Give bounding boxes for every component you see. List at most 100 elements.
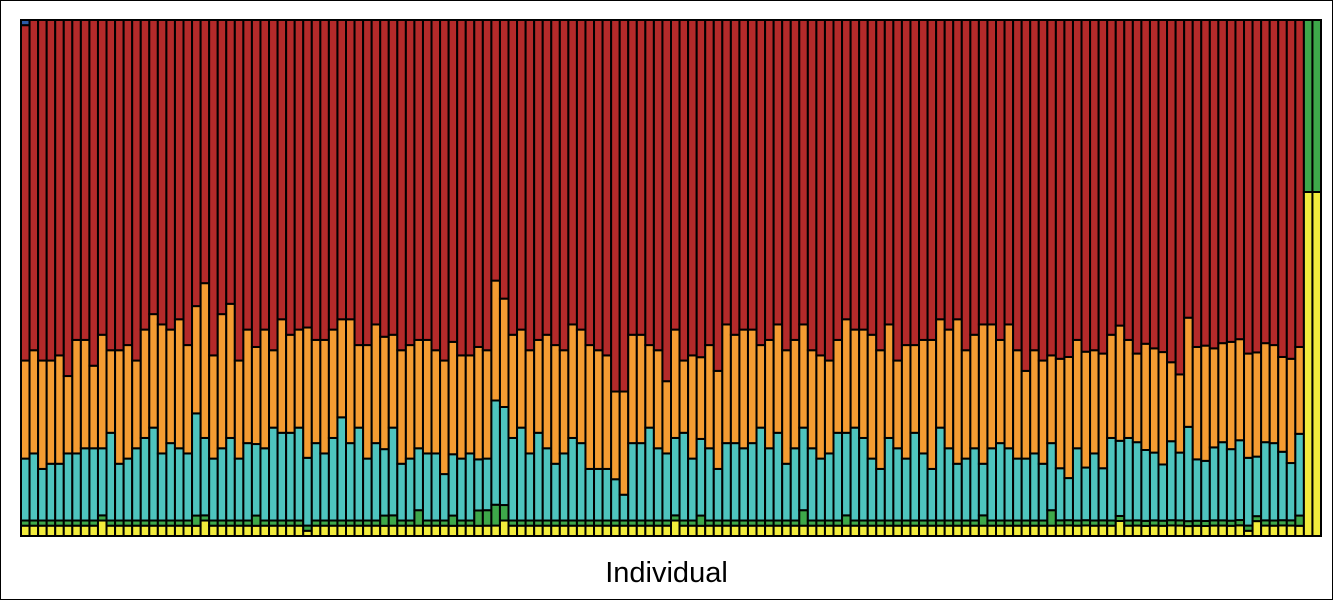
segment-orange (54, 354, 65, 465)
segment-yellow (550, 524, 561, 537)
segment-red (1225, 19, 1237, 343)
segment-orange (1243, 352, 1254, 459)
individual-bar (173, 19, 185, 537)
segment-red (1277, 19, 1288, 358)
segment-red (918, 19, 929, 341)
segment-yellow (79, 524, 91, 537)
segment-red (875, 19, 886, 352)
segment-teal (20, 457, 31, 522)
segment-orange (610, 390, 621, 481)
segment-orange (310, 338, 322, 445)
segment-orange (430, 349, 442, 455)
segment-red (943, 19, 955, 331)
segment-teal (327, 436, 339, 522)
segment-red (1208, 19, 1220, 350)
segment-yellow (439, 524, 450, 537)
segment-yellow (28, 524, 40, 537)
segment-red (678, 19, 690, 362)
segment-red (250, 19, 262, 348)
segment-red (1191, 19, 1203, 348)
segment-green (250, 514, 262, 527)
segment-yellow (268, 524, 279, 537)
segment-orange (173, 318, 185, 450)
individual-bar (806, 19, 818, 537)
segment-red (1037, 19, 1049, 362)
individual-bar (148, 19, 159, 537)
individual-bar (1260, 19, 1271, 538)
segment-orange (216, 313, 228, 450)
segment-teal (362, 457, 373, 522)
individual-bar (413, 19, 424, 537)
segment-red (704, 19, 715, 347)
segment-yellow (404, 524, 416, 537)
individual-bar (969, 19, 980, 537)
segment-orange (45, 359, 57, 465)
segment-red (1148, 19, 1160, 350)
individual-bar (79, 19, 91, 537)
individual-bar (584, 19, 596, 537)
segment-red (439, 19, 450, 362)
segment-teal (1097, 467, 1109, 522)
segment-red (823, 19, 835, 362)
segment-red (1183, 19, 1194, 319)
individual-bar (37, 19, 48, 537)
segment-orange (353, 344, 365, 429)
segment-teal (558, 452, 570, 522)
segment-yellow (96, 519, 108, 538)
segment-green (379, 514, 390, 527)
segment-orange (670, 328, 681, 439)
segment-red (37, 19, 48, 362)
individual-bar (447, 19, 459, 538)
segment-green (447, 514, 459, 527)
segment-teal (1285, 462, 1297, 522)
segment-teal (1251, 455, 1263, 518)
segment-red (635, 19, 647, 336)
segment-teal (533, 431, 544, 522)
segment-orange (712, 369, 724, 470)
individual-bar (1208, 19, 1220, 538)
segment-red (464, 19, 476, 357)
individual-bar (695, 19, 707, 538)
segment-orange (1183, 316, 1194, 428)
segment-green (1046, 509, 1057, 527)
segment-yellow (755, 524, 767, 537)
segment-green (1311, 19, 1322, 193)
segment-red (473, 19, 484, 348)
segment-orange (533, 338, 544, 434)
individual-bar (789, 19, 801, 537)
segment-orange (841, 318, 852, 434)
individual-bar (456, 19, 467, 537)
segment-orange (1285, 357, 1297, 465)
segment-orange (387, 333, 399, 429)
segment-yellow (139, 524, 151, 537)
segment-teal (259, 447, 271, 522)
segment-yellow (841, 524, 852, 537)
segment-red (225, 19, 236, 305)
segment-teal (173, 447, 185, 522)
individual-bar (396, 19, 407, 537)
individual-bar (250, 19, 262, 538)
segment-yellow (396, 524, 407, 537)
segment-teal (1217, 441, 1228, 522)
segment-yellow (986, 524, 998, 537)
segment-yellow (1302, 191, 1314, 537)
segment-teal (798, 426, 809, 512)
segment-orange (832, 338, 844, 434)
segment-orange (507, 333, 519, 439)
segment-red (1012, 19, 1023, 352)
segment-teal (661, 452, 673, 522)
segment-yellow (54, 524, 65, 537)
segment-red (652, 19, 664, 352)
individual-bar (858, 19, 869, 537)
segment-yellow (926, 524, 938, 537)
segment-red (1029, 19, 1040, 352)
segment-orange (1012, 349, 1023, 460)
individual-bar (62, 19, 74, 537)
individual-bar (131, 19, 142, 537)
segment-red (995, 19, 1006, 341)
segment-red (131, 19, 142, 362)
individual-bar (225, 19, 236, 537)
individual-bar (798, 19, 809, 537)
individual-bar (781, 19, 792, 537)
individual-bar (875, 19, 886, 537)
